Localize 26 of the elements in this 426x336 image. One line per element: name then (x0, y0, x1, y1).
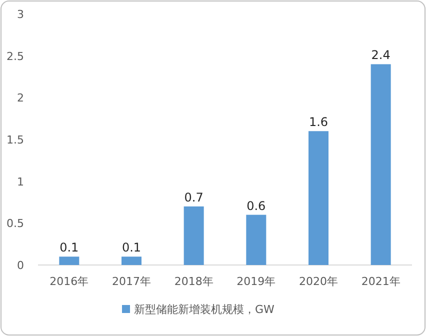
y-tick-label: 2 (17, 92, 24, 105)
data-label: 1.6 (308, 115, 328, 130)
x-tick-label: 2016年 (50, 275, 89, 288)
x-tick-label: 2018年 (174, 275, 214, 288)
y-tick-label: 0 (17, 259, 24, 272)
bar (308, 131, 328, 265)
bar (246, 214, 266, 265)
x-tick-label: 2021年 (361, 275, 400, 288)
data-label: 0.1 (60, 240, 79, 255)
bar (59, 256, 80, 265)
data-label: 2.4 (371, 48, 390, 62)
data-label: 0.6 (246, 198, 266, 213)
y-tick-label: 0.5 (6, 217, 24, 230)
bar (184, 206, 204, 265)
x-tick-label: 2019年 (236, 275, 276, 288)
y-tick-label: 2.5 (6, 50, 24, 63)
y-tick-label: 1 (17, 175, 24, 188)
legend: 新型储能新增装机规模，GW (122, 303, 274, 316)
data-label: 0.7 (184, 190, 204, 204)
data-label: 0.1 (122, 240, 142, 255)
y-tick-label: 3 (17, 8, 24, 21)
bar (122, 256, 142, 265)
bar (370, 64, 391, 265)
x-tick-label: 2020年 (299, 275, 338, 288)
x-tick-label: 2017年 (112, 275, 151, 288)
y-tick-label: 1.5 (6, 134, 24, 146)
